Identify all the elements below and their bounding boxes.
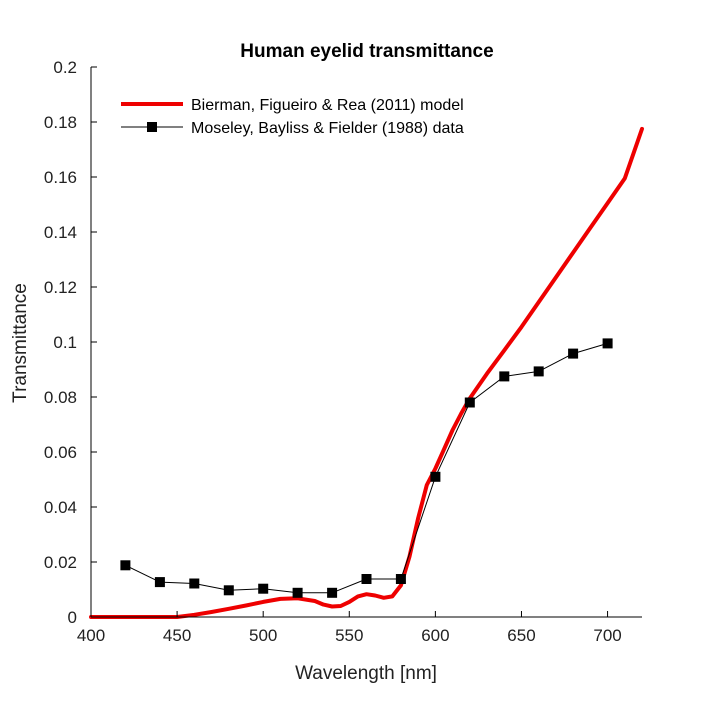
- x-axis-label: Wavelength [nm]: [295, 663, 437, 684]
- y-tick-label: 0.18: [44, 113, 77, 132]
- x-tick-label: 600: [421, 626, 449, 645]
- data-point: [120, 560, 131, 571]
- x-tick-label: 500: [249, 626, 277, 645]
- y-tick-label: 0.08: [44, 388, 77, 407]
- legend-label-data: Moseley, Bayliss & Fielder (1988) data: [191, 120, 464, 137]
- y-tick-label: 0.1: [53, 333, 77, 352]
- y-tick-label: 0.16: [44, 168, 77, 187]
- data-point: [395, 574, 406, 584]
- series-model-line: [89, 126, 644, 619]
- x-tick-label: 650: [507, 626, 535, 645]
- data-point: [189, 578, 200, 589]
- data-point: [568, 348, 579, 359]
- x-tick-label: 700: [593, 626, 621, 645]
- data-point: [292, 587, 303, 598]
- data-point: [327, 587, 338, 598]
- y-tick-label: 0.02: [44, 553, 77, 572]
- data-point: [533, 366, 544, 377]
- legend-swatch-data-marker: [147, 122, 157, 132]
- data-point: [361, 574, 372, 584]
- x-tick-label: 450: [163, 626, 191, 645]
- data-point: [602, 338, 613, 349]
- chart-title: Human eyelid transmittance: [240, 41, 493, 62]
- y-tick-label: 0.12: [44, 278, 77, 297]
- data-point: [223, 585, 234, 596]
- legend: Bierman, Figueiro & Rea (2011) model Mos…: [121, 97, 464, 137]
- x-tick-label: 550: [335, 626, 363, 645]
- data-point: [464, 397, 475, 408]
- x-axis-ticks: 400 450 500 550 600 650 700: [77, 611, 622, 645]
- plot-area: [89, 126, 644, 619]
- y-tick-label: 0.2: [53, 58, 77, 77]
- series-data-line: [124, 342, 609, 594]
- data-point: [258, 583, 269, 594]
- y-axis-label: Transmittance: [10, 283, 31, 403]
- y-tick-label: 0.14: [44, 223, 77, 242]
- y-tick-label: 0.06: [44, 443, 77, 462]
- x-tick-label: 400: [77, 626, 105, 645]
- y-tick-label: 0: [68, 608, 77, 627]
- y-tick-label: 0.04: [44, 498, 77, 517]
- data-point: [499, 371, 510, 382]
- legend-label-model: Bierman, Figueiro & Rea (2011) model: [191, 97, 464, 114]
- data-point: [154, 577, 165, 588]
- data-point: [430, 471, 441, 482]
- y-axis-ticks: 0 0.02 0.04 0.06 0.08 0.1 0.12 0.14 0.16 0.18 0.2: [44, 58, 97, 627]
